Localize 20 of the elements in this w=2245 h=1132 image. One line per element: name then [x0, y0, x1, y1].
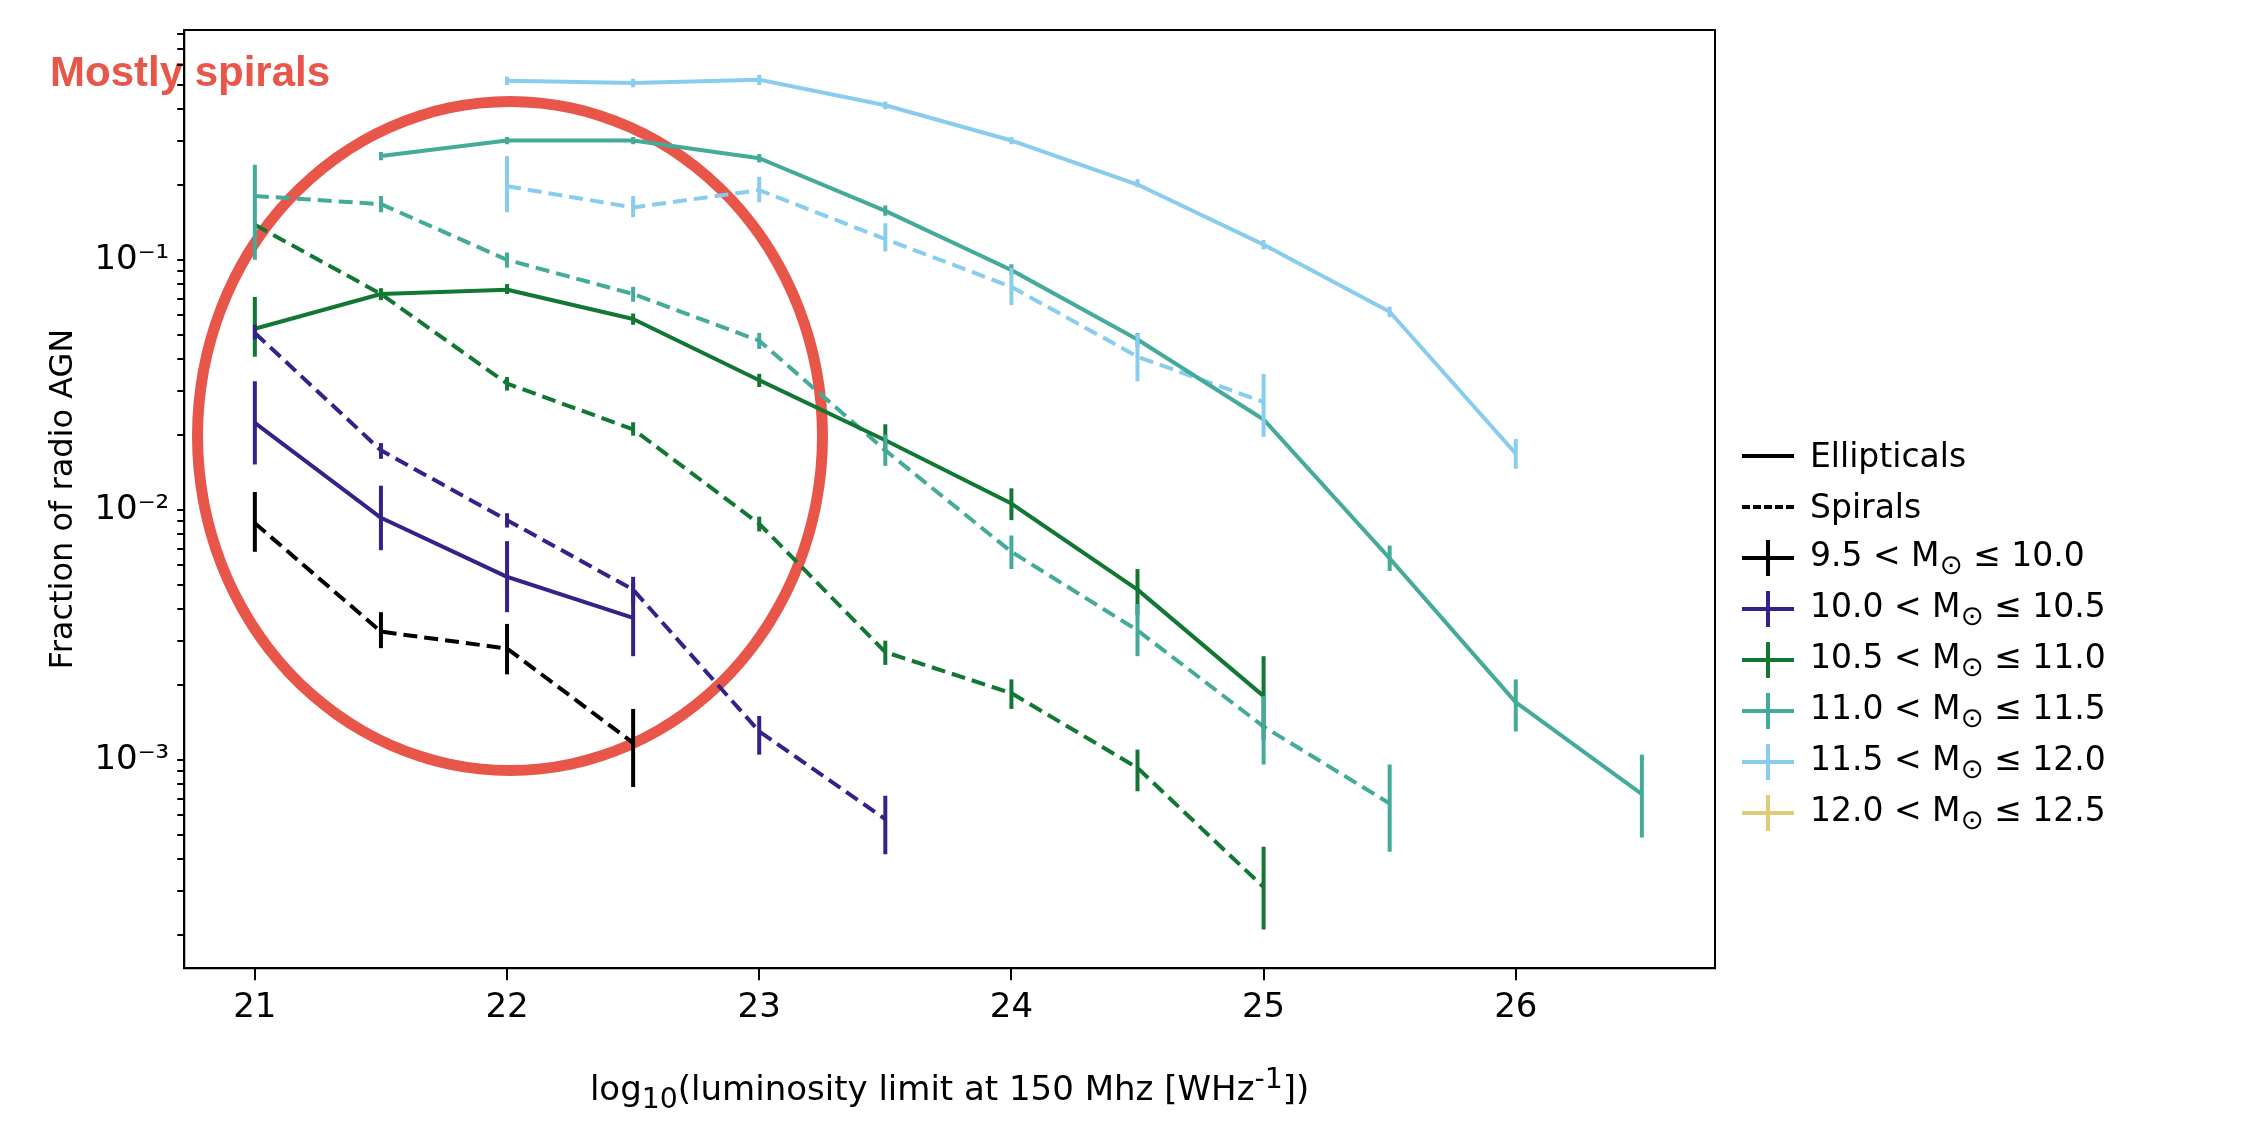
legend-label: 10.5 < M$_{⊙}$ ≤ 11.0: [1810, 636, 2106, 684]
legend-label: Ellipticals: [1810, 434, 1967, 477]
y-axis-title: Fraction of radio AGN: [41, 328, 80, 670]
x-tick-label: 25: [1241, 985, 1286, 1026]
x-tick-label: 24: [989, 985, 1034, 1026]
legend-label: 9.5 < M$_{⊙}$ ≤ 10.0: [1810, 534, 2085, 582]
y-tick-label: 10⁻¹: [94, 236, 170, 277]
x-tick-label: 22: [485, 985, 529, 1026]
legend-label: 10.0 < M$_{⊙}$ ≤ 10.5: [1810, 585, 2106, 633]
legend-label: 11.0 < M$_{⊙}$ ≤ 11.5: [1810, 687, 2106, 735]
legend-label: Spirals: [1810, 485, 1922, 528]
y-tick-label: 10⁻³: [94, 736, 170, 777]
annotation: Mostly spirals: [50, 48, 331, 96]
legend-label: 11.5 < M$_{⊙}$ ≤ 12.0: [1810, 738, 2106, 786]
x-tick-label: 23: [737, 985, 781, 1026]
legend-label: 12.0 < M$_{⊙}$ ≤ 12.5: [1810, 789, 2106, 837]
x-tick-label: 21: [233, 985, 277, 1026]
y-tick-label: 10⁻²: [94, 486, 170, 527]
x-tick-label: 26: [1494, 985, 1538, 1026]
x-axis-title: log$_{10}$(luminosity limit at 150 Mhz [WHz$^{-1}$]): [589, 1062, 1310, 1116]
